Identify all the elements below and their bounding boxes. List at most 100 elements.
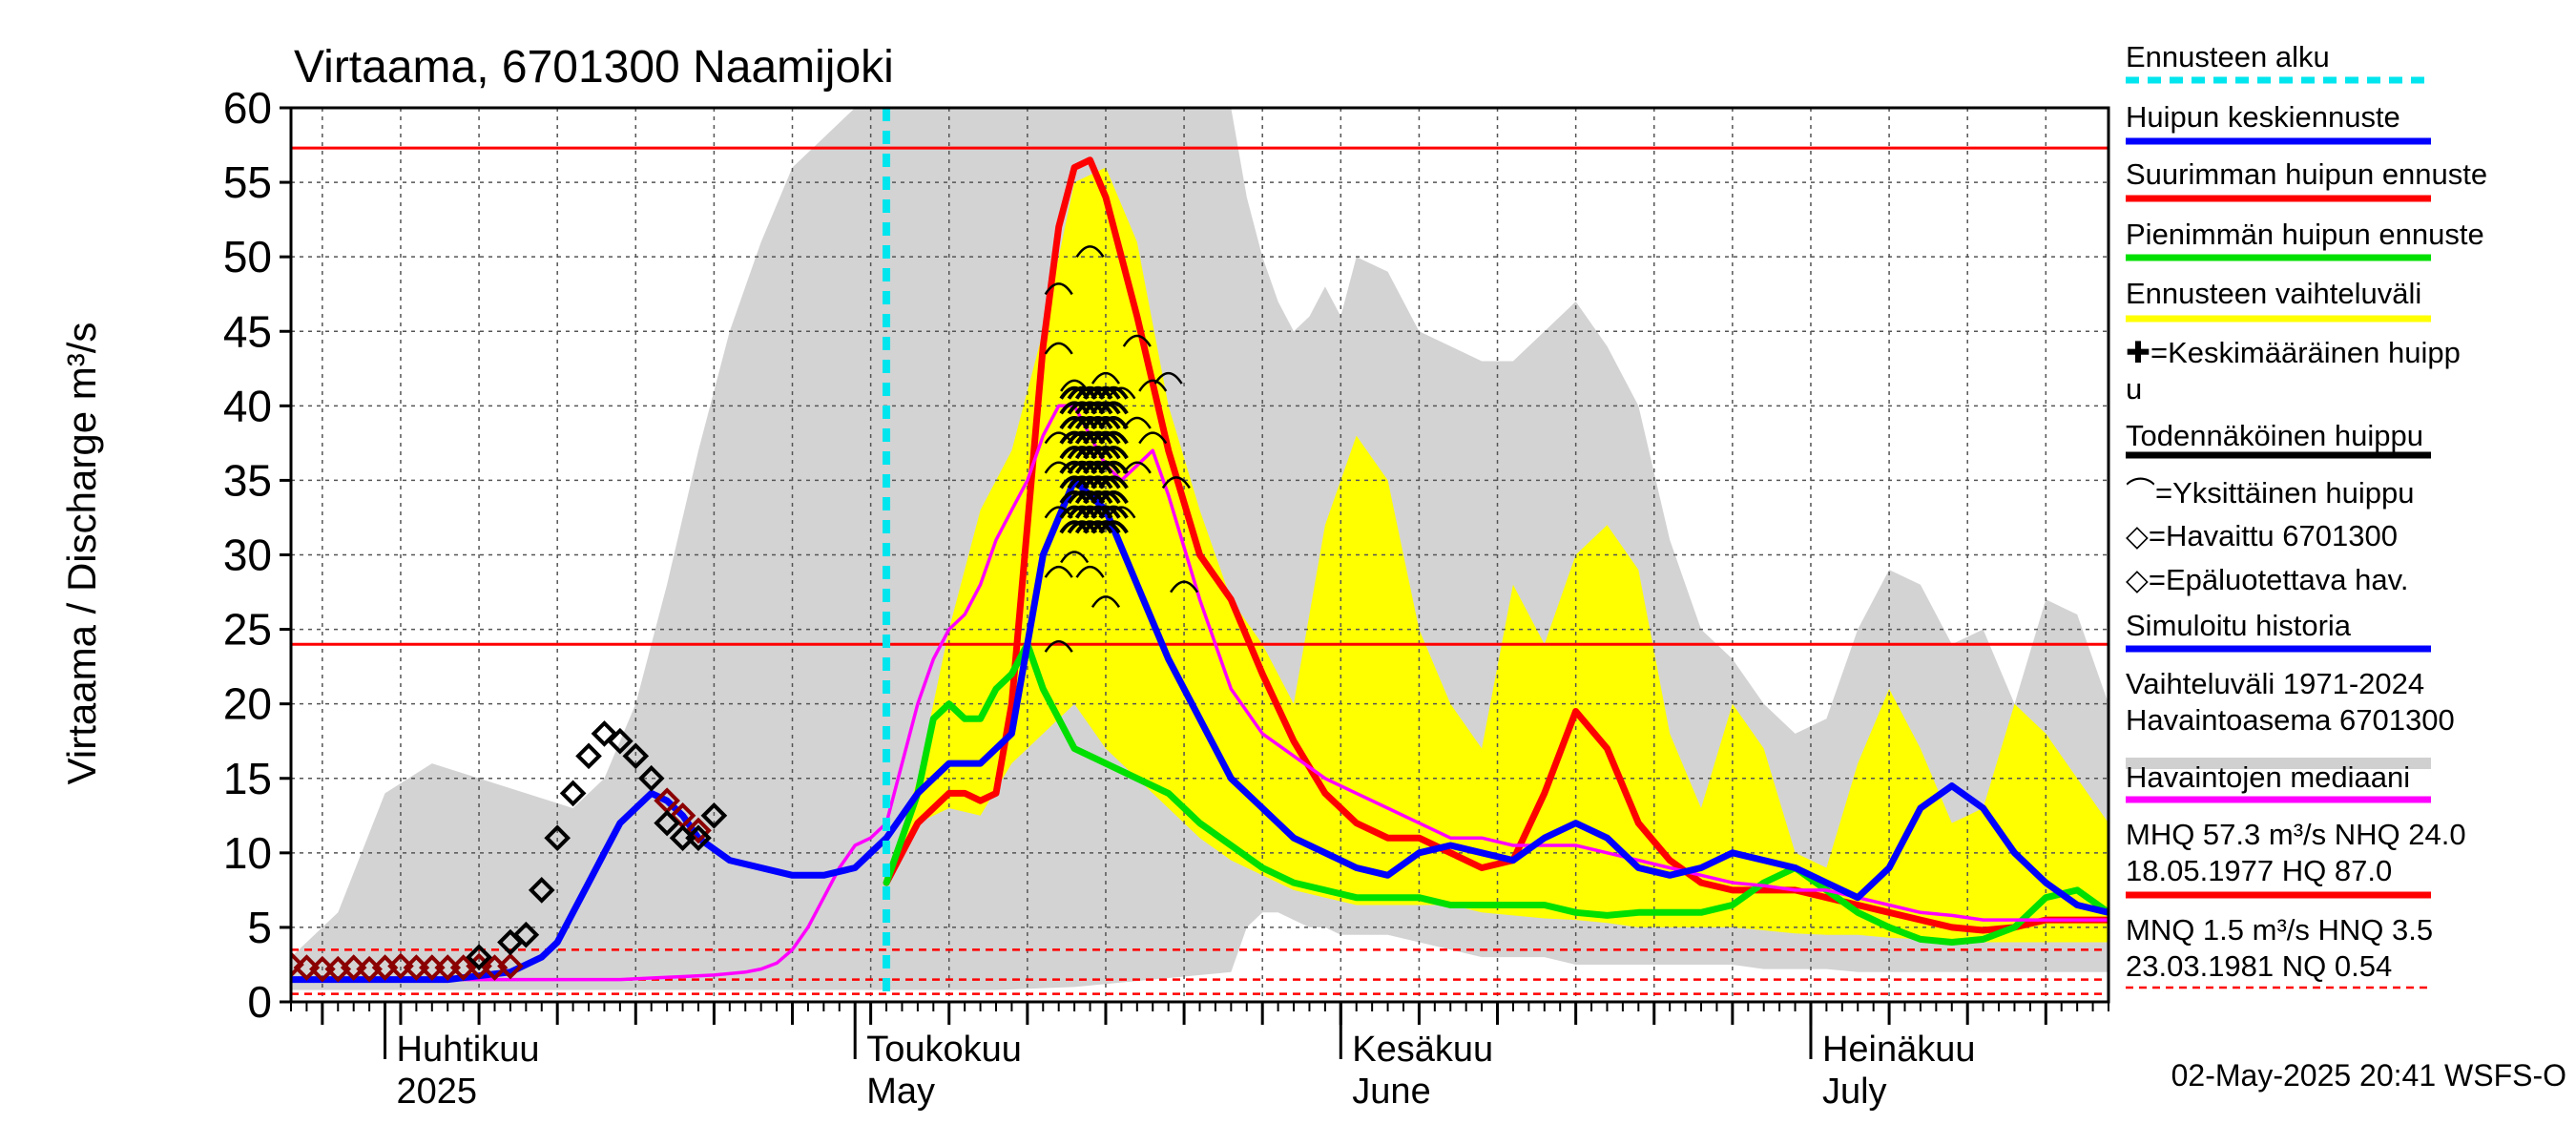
- probable-peak-marker: [1098, 415, 1129, 430]
- legend-label: Suurimman huipun ennuste: [2126, 157, 2487, 191]
- individual-peak-marker: [1122, 334, 1152, 347]
- observation-marker: [637, 764, 665, 792]
- observation-marker: [654, 809, 680, 837]
- footer-timestamp: 02-May-2025 20:41 WSFS-O: [2171, 1058, 2566, 1093]
- legend-label: MNQ 1.5 m³/s HNQ 3.5: [2126, 913, 2433, 947]
- probable-peak-marker: [1091, 446, 1121, 460]
- observation-marker: [700, 802, 728, 829]
- probable-peak-marker: [1098, 505, 1129, 519]
- y-tick-label: 40: [223, 381, 272, 430]
- observation-marker: [466, 944, 492, 970]
- probable-peak-marker: [1098, 385, 1129, 400]
- y-axis-ticks: 0 5 10 15 20 25 30 35 40 45 50 55 60: [223, 83, 291, 1027]
- chart-title: Virtaama, 6701300 Naamijoki: [294, 42, 894, 93]
- month-label-fi: Kesäkuu: [1352, 1030, 1493, 1070]
- legend-label: 23.03.1981 NQ 0.54: [2126, 949, 2392, 983]
- probable-peak-marker: [1083, 401, 1113, 415]
- observation-marker: [685, 824, 712, 852]
- y-tick-label: 45: [223, 306, 272, 356]
- y-tick-label: 25: [223, 605, 272, 655]
- individual-peak-marker: [1044, 565, 1073, 578]
- individual-peak-marker: [1161, 476, 1191, 489]
- probable-peak-marker: [1083, 460, 1113, 474]
- legend-label: Todennäköinen huippu: [2126, 419, 2423, 452]
- legend-label: ◇=Havaittu 6701300: [2126, 519, 2398, 552]
- probable-peak-marker: [1083, 446, 1113, 460]
- individual-peak-marker: [1044, 342, 1073, 355]
- legend-label: 18.05.1977 HQ 87.0: [2126, 854, 2392, 887]
- individual-peak-marker: [1075, 565, 1105, 578]
- series-lines: [291, 156, 2109, 984]
- legend-label: u: [2126, 372, 2142, 406]
- y-axis-label: Virtaama / Discharge m³/s: [59, 323, 104, 785]
- individual-peak-marker: [1044, 639, 1073, 653]
- probable-peak-marker: [1098, 430, 1129, 445]
- grid: [291, 108, 2109, 1002]
- y-tick-label: 60: [223, 83, 272, 133]
- y-tick-label: 50: [223, 232, 272, 281]
- probable-peak-marker: [1098, 401, 1129, 415]
- probable-peak-marker: [1098, 520, 1129, 534]
- probable-peak-marker: [1091, 385, 1121, 400]
- observation-marker: [607, 727, 634, 755]
- y-tick-label: 0: [247, 977, 272, 1027]
- unreliable-observation-marker: [497, 952, 524, 980]
- probable-peak-marker: [1083, 505, 1113, 519]
- probable-peak-marker: [1091, 430, 1121, 445]
- unreliable-observation-marker: [685, 817, 712, 844]
- individual-peak-marker: [1075, 245, 1105, 259]
- plot-area: [291, 108, 2109, 1002]
- y-tick-label: 35: [223, 455, 272, 505]
- observation-marker: [528, 877, 555, 904]
- y-tick-label: 20: [223, 679, 272, 729]
- probable-peak-marker: [1083, 415, 1113, 430]
- unreliable-observation-marker: [387, 952, 414, 980]
- month-label-en: June: [1352, 1072, 1430, 1112]
- series-line: [291, 404, 2109, 982]
- individual-peak-marker: [1060, 551, 1090, 564]
- probable-peak-marker: [1091, 401, 1121, 415]
- probable-peak-marker: [1091, 460, 1121, 474]
- series-line: [883, 640, 2109, 946]
- legend-label: ✚=Keskimääräinen huipp: [2126, 336, 2461, 369]
- month-label-en: May: [866, 1072, 935, 1112]
- probable-peak-marker: [1098, 460, 1129, 474]
- probable-peak-marker: [1098, 490, 1129, 505]
- legend-label: Simuloitu historia: [2126, 609, 2352, 642]
- y-tick-label: 15: [223, 754, 272, 803]
- series-line: [883, 156, 2109, 934]
- legend-label: Ennusteen vaihteluväli: [2126, 277, 2421, 310]
- y-tick-label: 30: [223, 531, 272, 580]
- observation-marker: [559, 780, 587, 807]
- unreliable-observation-marker: [291, 951, 304, 978]
- month-label-fi: Heinäkuu: [1822, 1030, 1976, 1070]
- probable-peak-marker: [1083, 385, 1113, 400]
- legend: Ennusteen alku Huipun keskiennuste Suurimm…: [2126, 40, 2487, 989]
- observation-marker: [544, 824, 571, 852]
- y-tick-label: 5: [247, 903, 272, 952]
- legend-label: Huipun keskiennuste: [2126, 100, 2400, 134]
- legend-label: Havaintojen mediaani: [2126, 760, 2410, 794]
- y-tick-label: 55: [223, 157, 272, 207]
- probable-peak-marker: [1091, 490, 1121, 505]
- y-tick-label: 10: [223, 828, 272, 878]
- individual-peak-marker: [1044, 282, 1073, 296]
- probable-peak-marker: [1091, 475, 1121, 489]
- probable-peak-marker: [1083, 430, 1113, 445]
- yellow-forecast-band: [886, 167, 2109, 943]
- unreliable-observation-marker: [340, 954, 367, 981]
- observation-marker: [591, 720, 618, 747]
- month-label-fi: Toukokuu: [866, 1030, 1022, 1070]
- unreliable-observation-marker: [293, 954, 321, 981]
- legend-label: Ennusteen alku: [2126, 40, 2330, 73]
- month-label-en: July: [1822, 1072, 1887, 1112]
- legend-label: Vaihteluväli 1971-2024: [2126, 667, 2424, 700]
- probable-peak-marker: [1083, 490, 1113, 505]
- individual-peak-marker: [1138, 431, 1168, 445]
- probable-peak-marker: [1091, 415, 1121, 430]
- individual-peak-marker: [1138, 379, 1168, 392]
- individual-peak-marker: [1170, 580, 1199, 593]
- individual-peak-marker: [1153, 371, 1183, 385]
